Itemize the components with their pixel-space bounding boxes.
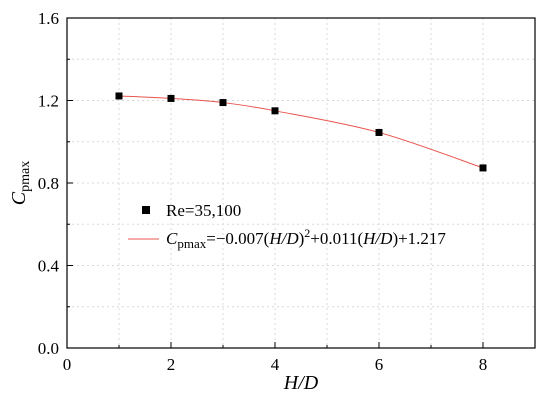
axis-ticks: 0 2 4 6 8 0.0 0.4 0.8 1.2 1.6 bbox=[38, 9, 536, 374]
y-tick-label: 1.2 bbox=[38, 92, 59, 111]
fit-curve bbox=[118, 95, 484, 169]
y-tick-label: 0.4 bbox=[38, 257, 60, 276]
data-points bbox=[115, 92, 487, 172]
y-tick-label: 0.0 bbox=[38, 339, 59, 358]
data-point bbox=[479, 164, 487, 172]
grid bbox=[67, 18, 535, 348]
data-point bbox=[167, 94, 175, 102]
y-tick-label: 1.6 bbox=[38, 9, 59, 28]
legend: Re=35,100 Cpmax=−0.007(H/D)2+0.011(H/D)+… bbox=[128, 201, 446, 251]
data-point bbox=[375, 128, 383, 136]
x-tick-label: 4 bbox=[271, 355, 280, 374]
x-tick-label: 0 bbox=[63, 355, 72, 374]
y-tick-label: 0.8 bbox=[38, 174, 59, 193]
y-axis-label: Cpmax bbox=[8, 161, 33, 205]
data-point bbox=[115, 92, 123, 100]
legend-marker-square bbox=[142, 206, 150, 214]
x-tick-label: 6 bbox=[375, 355, 384, 374]
legend-label-series: Re=35,100 bbox=[166, 201, 241, 220]
x-tick-label: 2 bbox=[167, 355, 176, 374]
y-axis-label-sub: pmax bbox=[18, 161, 33, 192]
data-point bbox=[271, 107, 279, 115]
legend-label-fit: Cpmax=−0.007(H/D)2+0.011(H/D)+1.217 bbox=[166, 226, 446, 251]
fit-curve-group bbox=[118, 95, 484, 169]
data-point bbox=[219, 99, 227, 107]
x-axis-label: H/D bbox=[283, 372, 319, 394]
x-tick-label: 8 bbox=[479, 355, 488, 374]
y-axis-label-var: C bbox=[8, 191, 30, 205]
